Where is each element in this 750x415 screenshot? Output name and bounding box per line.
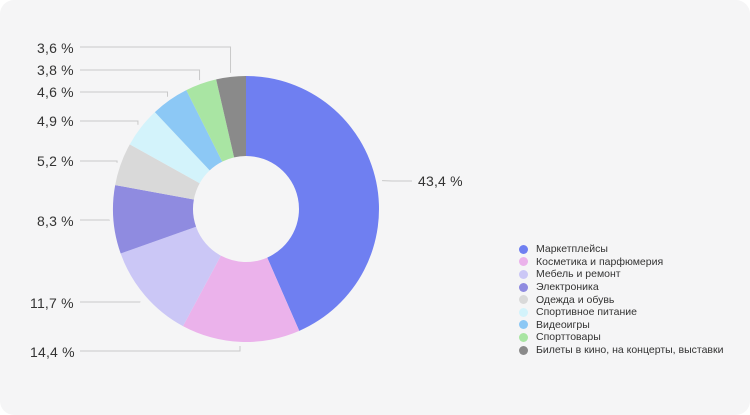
- value-label-9: 3,6 %: [37, 40, 74, 56]
- legend-swatch: [519, 282, 528, 292]
- donut-slice-6: [129, 112, 210, 184]
- legend-label: Косметика и парфюмерия: [536, 255, 664, 268]
- legend: Маркетплейсы Косметика и парфюмерия Мебель…: [519, 243, 723, 356]
- leader-line-7: [80, 91, 169, 97]
- value-label-8: 3,8 %: [37, 62, 74, 78]
- value-labels-group: 43,4 % 14,4 % 11,7 % 8,3 % 5,2 % 4,9 % 4,6 % 3,…: [30, 40, 463, 360]
- leader-line-2: [80, 346, 241, 352]
- legend-label: Одежда и обувь: [536, 293, 615, 306]
- donut-slice-2: [182, 255, 300, 342]
- legend-item: Маркетплейсы: [519, 243, 723, 256]
- value-label-3: 11,7 %: [30, 295, 74, 311]
- legend-item: Электроника: [519, 281, 723, 294]
- legend-label: Билеты в кино, на концерты, выставки: [536, 344, 724, 357]
- donut-slice-8: [186, 79, 235, 162]
- leader-line-5: [80, 160, 118, 163]
- legend-label: Мебель и ремонт: [536, 268, 621, 281]
- donut-slice-3: [120, 226, 221, 327]
- legend-item: Мебель и ремонт: [519, 268, 723, 281]
- legend-swatch: [519, 295, 528, 305]
- slices-group: [113, 76, 380, 342]
- legend-label: Маркетплейсы: [536, 243, 608, 256]
- legend-item: Косметика и парфюмерия: [519, 256, 723, 269]
- value-label-4: 8,3 %: [37, 213, 74, 229]
- leader-line-6: [80, 120, 139, 125]
- leader-line-8: [80, 69, 201, 81]
- legend-label: Спорттовары: [536, 331, 601, 344]
- legend-swatch: [519, 320, 528, 330]
- value-label-6: 4,9 %: [37, 113, 74, 129]
- legend-item: Одежда и обувь: [519, 293, 723, 306]
- legend-item: Спортивное питание: [519, 306, 723, 319]
- legend-label: Видеоигры: [536, 318, 590, 331]
- legend-swatch: [519, 345, 528, 355]
- value-label-7: 4,6 %: [37, 84, 74, 100]
- legend-label: Спортивное питание: [536, 306, 637, 319]
- legend-item: Видеоигры: [519, 319, 723, 332]
- legend-label: Электроника: [536, 281, 599, 294]
- donut-slice-1: [246, 76, 380, 331]
- value-label-5: 5,2 %: [37, 153, 74, 169]
- donut-slice-5: [115, 144, 200, 200]
- donut-slice-7: [154, 90, 223, 171]
- value-label-2: 14,4 %: [30, 344, 75, 360]
- legend-swatch: [519, 307, 528, 317]
- legend-swatch: [519, 332, 528, 342]
- legend-swatch: [519, 257, 528, 267]
- leader-line-9: [80, 46, 232, 73]
- legend-swatch: [519, 244, 528, 254]
- donut-slice-9: [216, 76, 246, 158]
- donut-slice-4: [113, 185, 197, 254]
- legend-item: Билеты в кино, на концерты, выставки: [519, 344, 723, 357]
- legend-item: Спорттовары: [519, 331, 723, 344]
- value-label-1: 43,4 %: [418, 173, 463, 189]
- legend-swatch: [519, 269, 528, 279]
- leader-lines-group: [80, 46, 412, 352]
